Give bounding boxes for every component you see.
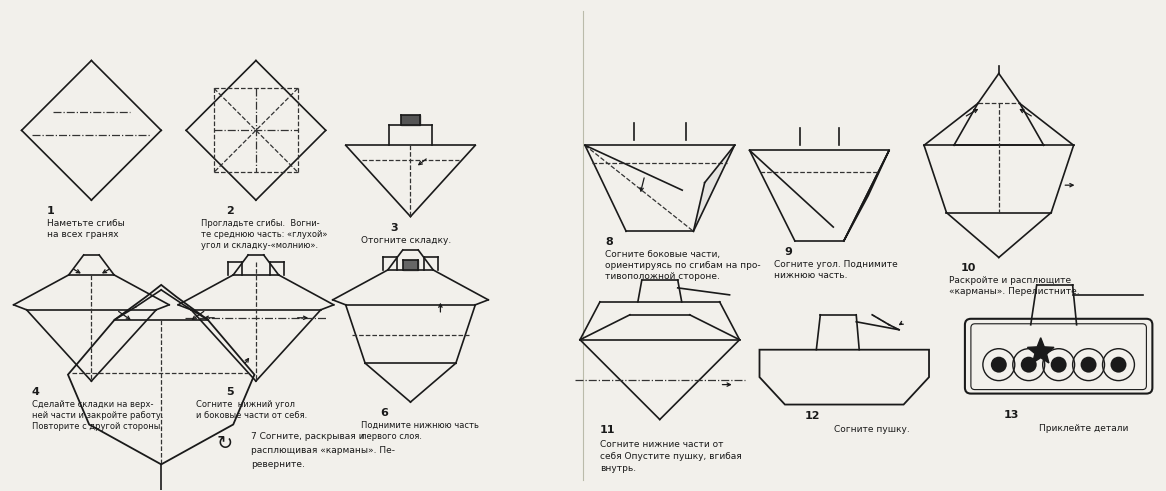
Text: 1: 1 xyxy=(47,206,55,216)
Polygon shape xyxy=(400,115,421,125)
Text: тивоположной стороне.: тивоположной стороне. xyxy=(605,272,719,281)
Text: 2: 2 xyxy=(226,206,233,216)
Text: Повторите с другой стороны.: Повторите с другой стороны. xyxy=(31,422,162,431)
Text: 10: 10 xyxy=(961,264,976,273)
Text: и боковые части от себя.: и боковые части от себя. xyxy=(196,411,308,420)
Text: ориентируясь по сгибам на про-: ориентируясь по сгибам на про- xyxy=(605,261,760,270)
Text: те среднюю часть: «глухой»: те среднюю часть: «глухой» xyxy=(201,230,328,239)
Text: Поднимите нижнюю часть: Поднимите нижнюю часть xyxy=(360,421,478,430)
Text: реверните.: реверните. xyxy=(251,461,304,469)
Text: 4: 4 xyxy=(31,387,40,397)
Text: Согните  нижний угол: Согните нижний угол xyxy=(196,400,295,409)
Text: нижнюю часть.: нижнюю часть. xyxy=(774,271,848,280)
Text: расплющивая «карманы». Пе-: расплющивая «карманы». Пе- xyxy=(251,446,395,456)
Text: 9: 9 xyxy=(785,247,793,257)
Circle shape xyxy=(1051,356,1067,373)
Text: Согните пушку.: Согните пушку. xyxy=(835,426,909,435)
Polygon shape xyxy=(402,260,419,270)
Polygon shape xyxy=(844,150,890,241)
Circle shape xyxy=(1081,356,1096,373)
Text: ней части и закройте работу.: ней части и закройте работу. xyxy=(31,411,163,420)
Text: угол и складку-«молнию».: угол и складку-«молнию». xyxy=(201,241,318,250)
Text: Согните боковые части,: Согните боковые части, xyxy=(605,250,721,259)
Polygon shape xyxy=(694,145,735,231)
Text: Приклейте детали: Приклейте детали xyxy=(1039,425,1128,434)
Text: 8: 8 xyxy=(605,237,612,247)
Text: Отогните складку.: Отогните складку. xyxy=(360,236,451,245)
Text: Согните нижние части от: Согните нижние части от xyxy=(600,440,723,449)
Text: Раскройте и расплющите: Раскройте и расплющите xyxy=(949,276,1072,285)
Text: «карманы». Перелистните.: «карманы». Перелистните. xyxy=(949,287,1080,297)
Text: 11: 11 xyxy=(600,426,616,436)
Text: 6: 6 xyxy=(380,408,388,418)
Text: 12: 12 xyxy=(805,410,820,420)
Polygon shape xyxy=(1027,338,1054,363)
Text: 3: 3 xyxy=(391,222,398,233)
Circle shape xyxy=(1110,356,1126,373)
Text: 7 Согните, раскрывая и: 7 Согните, раскрывая и xyxy=(251,433,365,441)
Text: первого слоя.: первого слоя. xyxy=(360,432,422,441)
Circle shape xyxy=(991,356,1006,373)
Text: Прогладьте сгибы.  Вогни-: Прогладьте сгибы. Вогни- xyxy=(201,219,319,228)
Circle shape xyxy=(1020,356,1037,373)
Text: Наметьте сгибы: Наметьте сгибы xyxy=(47,219,125,228)
Text: 5: 5 xyxy=(226,387,233,397)
Text: на всех гранях: на всех гранях xyxy=(47,230,118,239)
Text: Согните угол. Поднимите: Согните угол. Поднимите xyxy=(774,260,898,269)
Text: Сделайте складки на верх-: Сделайте складки на верх- xyxy=(31,400,153,409)
Text: ↻: ↻ xyxy=(216,435,232,453)
Text: 13: 13 xyxy=(1004,409,1019,419)
Text: внутрь.: внутрь. xyxy=(600,464,637,473)
Text: себя Опустите пушку, вгибая: себя Опустите пушку, вгибая xyxy=(600,452,742,462)
